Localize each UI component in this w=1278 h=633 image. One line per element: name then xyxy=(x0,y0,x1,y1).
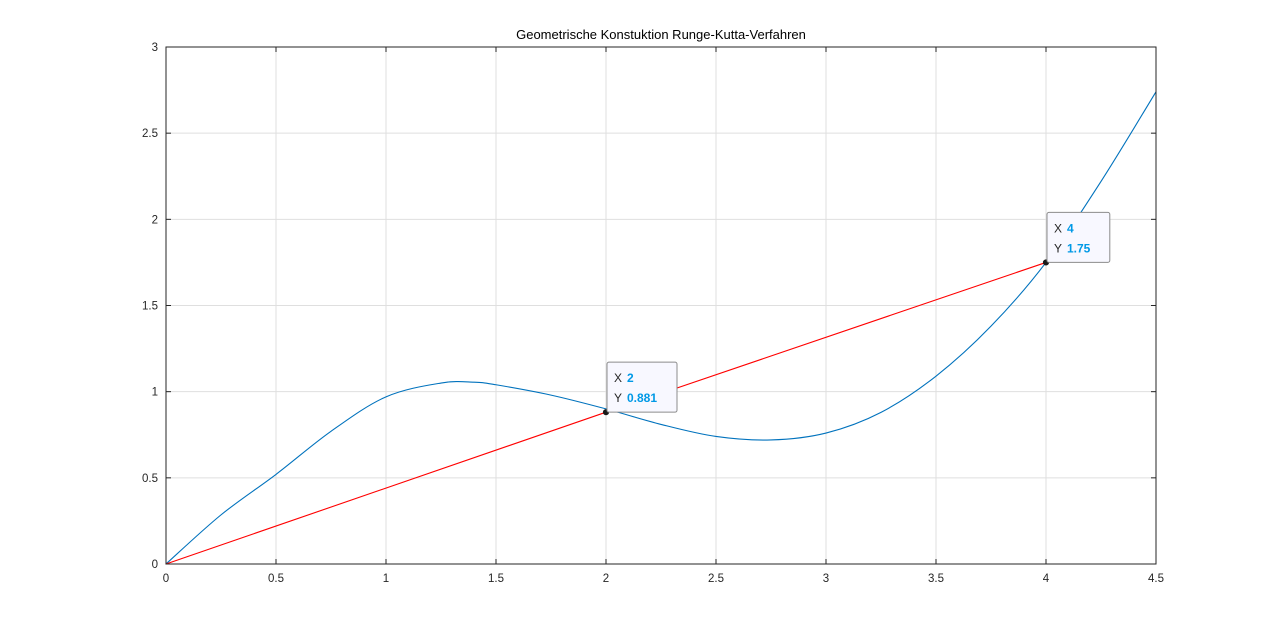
datatip-y-value: 1.75 xyxy=(1067,241,1091,255)
y-tick-label: 2.5 xyxy=(142,128,158,140)
x-tick-label: 4 xyxy=(1043,573,1050,585)
x-tick-label: 2 xyxy=(603,573,609,585)
x-tick-label: 1 xyxy=(383,573,389,585)
tick-labels: 0 0.5 1 1.5 2 2.5 3 3.5 4 4.5 0 0.5 1 1.5 2 2.5 3 xyxy=(142,42,1164,585)
y-tick-label: 1 xyxy=(152,387,158,399)
y-tick-label: 3 xyxy=(152,42,158,54)
datatip[interactable]: X 2Y 0.881 xyxy=(602,361,678,416)
datatip-y-value: 0.881 xyxy=(627,391,657,405)
x-tick-label: 2.5 xyxy=(708,573,724,585)
x-tick-label: 0 xyxy=(163,573,169,585)
x-tick-label: 1.5 xyxy=(488,573,504,585)
x-tick-label: 3.5 xyxy=(928,573,944,585)
datatip-x-key: X xyxy=(1054,221,1062,235)
datatip-y-key: Y xyxy=(1054,241,1062,255)
blue-curve-series xyxy=(165,91,1157,565)
chart-title: Geometrische Konstuktion Runge-Kutta-Ver… xyxy=(516,27,806,42)
datatip-x-value: 4 xyxy=(1067,221,1074,235)
datatip[interactable]: X 4Y 1.75 xyxy=(1042,211,1111,266)
axis-ticks xyxy=(165,46,1157,565)
datatip-box xyxy=(606,361,678,413)
x-tick-label: 3 xyxy=(823,573,829,585)
y-tick-label: 2 xyxy=(152,214,158,226)
x-tick-label: 4.5 xyxy=(1148,573,1164,585)
y-tick-label: 0 xyxy=(152,559,158,571)
x-tick-label: 0.5 xyxy=(268,573,284,585)
y-tick-label: 1.5 xyxy=(142,301,158,313)
datatip-x-key: X xyxy=(614,371,622,385)
datatip-x-value: 2 xyxy=(627,371,634,385)
datatip-box xyxy=(1046,211,1111,263)
datatip-y-key: Y xyxy=(614,391,622,405)
y-tick-label: 0.5 xyxy=(142,473,158,485)
